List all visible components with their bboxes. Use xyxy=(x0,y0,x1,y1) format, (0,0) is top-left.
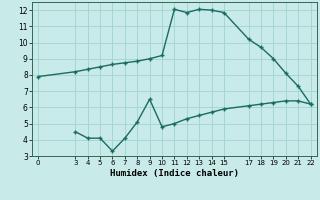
X-axis label: Humidex (Indice chaleur): Humidex (Indice chaleur) xyxy=(110,169,239,178)
